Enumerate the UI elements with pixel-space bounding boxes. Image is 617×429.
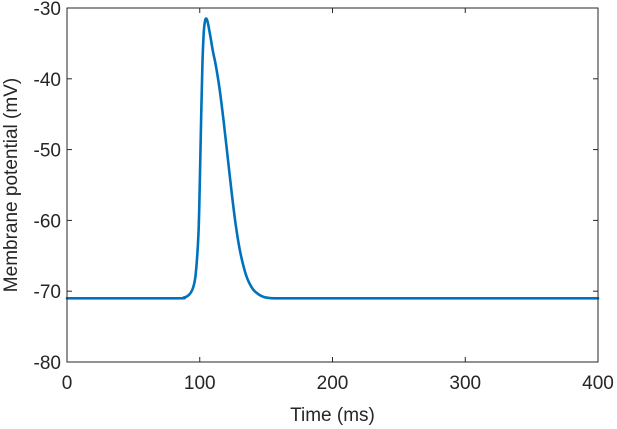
y-tick-label: -30: [34, 0, 61, 20]
plot-area-frame: [66, 7, 599, 363]
x-axis-label: Time (ms): [290, 405, 375, 426]
tick-marks: [66, 7, 599, 363]
y-tick-label: -70: [34, 282, 61, 303]
y-tick-label: -40: [34, 70, 61, 91]
x-tick-label: 200: [317, 373, 349, 394]
y-tick-label: -50: [34, 141, 61, 162]
y-tick-labels: -80 -70 -60 -50 -40 -30: [34, 0, 61, 374]
x-tick-label: 0: [62, 373, 73, 394]
x-tick-label: 400: [582, 373, 614, 394]
x-tick-label: 100: [184, 373, 216, 394]
x-tick-labels: 0 100 200 300 400: [62, 373, 614, 394]
x-tick-label: 300: [449, 373, 481, 394]
membrane-potential-trace: [65, 17, 600, 300]
y-axis-label: Membrane potential (mV): [1, 78, 22, 292]
y-tick-label: -60: [34, 211, 61, 232]
y-tick-label: -80: [34, 353, 61, 374]
